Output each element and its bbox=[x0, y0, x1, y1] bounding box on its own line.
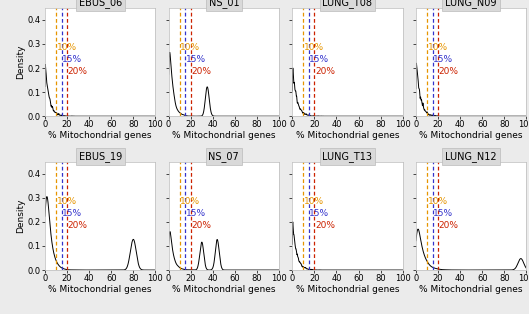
X-axis label: % Mitochondrial genes: % Mitochondrial genes bbox=[419, 284, 523, 294]
Text: 10%: 10% bbox=[57, 43, 77, 52]
Text: 20%: 20% bbox=[439, 67, 459, 76]
Text: 15%: 15% bbox=[62, 55, 82, 64]
Title: NS_07: NS_07 bbox=[208, 151, 239, 162]
Text: 10%: 10% bbox=[304, 43, 324, 52]
Text: 10%: 10% bbox=[180, 197, 200, 206]
Text: 10%: 10% bbox=[180, 43, 200, 52]
Title: EBUS_06: EBUS_06 bbox=[78, 0, 122, 8]
Text: 20%: 20% bbox=[315, 67, 335, 76]
Text: 20%: 20% bbox=[191, 221, 211, 230]
Title: LUNG_T08: LUNG_T08 bbox=[323, 0, 372, 8]
X-axis label: % Mitochondrial genes: % Mitochondrial genes bbox=[172, 284, 276, 294]
X-axis label: % Mitochondrial genes: % Mitochondrial genes bbox=[296, 131, 399, 140]
Text: 15%: 15% bbox=[309, 208, 330, 218]
Text: 20%: 20% bbox=[68, 67, 88, 76]
X-axis label: % Mitochondrial genes: % Mitochondrial genes bbox=[172, 131, 276, 140]
Title: LUNG_T13: LUNG_T13 bbox=[323, 151, 372, 162]
X-axis label: % Mitochondrial genes: % Mitochondrial genes bbox=[49, 284, 152, 294]
Text: 15%: 15% bbox=[433, 208, 453, 218]
X-axis label: % Mitochondrial genes: % Mitochondrial genes bbox=[419, 131, 523, 140]
Text: 20%: 20% bbox=[68, 221, 88, 230]
Text: 10%: 10% bbox=[427, 197, 448, 206]
Text: 15%: 15% bbox=[62, 208, 82, 218]
Text: 10%: 10% bbox=[304, 197, 324, 206]
Text: 10%: 10% bbox=[57, 197, 77, 206]
Title: EBUS_19: EBUS_19 bbox=[78, 151, 122, 162]
Title: LUNG_N12: LUNG_N12 bbox=[445, 151, 497, 162]
Y-axis label: Density: Density bbox=[16, 199, 25, 233]
Text: 15%: 15% bbox=[186, 55, 206, 64]
X-axis label: % Mitochondrial genes: % Mitochondrial genes bbox=[49, 131, 152, 140]
Title: NS_01: NS_01 bbox=[208, 0, 239, 8]
Text: 20%: 20% bbox=[191, 67, 211, 76]
Text: 15%: 15% bbox=[433, 55, 453, 64]
Text: 15%: 15% bbox=[309, 55, 330, 64]
Text: 20%: 20% bbox=[315, 221, 335, 230]
Text: 10%: 10% bbox=[427, 43, 448, 52]
Y-axis label: Density: Density bbox=[16, 45, 25, 79]
Text: 15%: 15% bbox=[186, 208, 206, 218]
Text: 20%: 20% bbox=[439, 221, 459, 230]
Title: LUNG_N09: LUNG_N09 bbox=[445, 0, 497, 8]
X-axis label: % Mitochondrial genes: % Mitochondrial genes bbox=[296, 284, 399, 294]
